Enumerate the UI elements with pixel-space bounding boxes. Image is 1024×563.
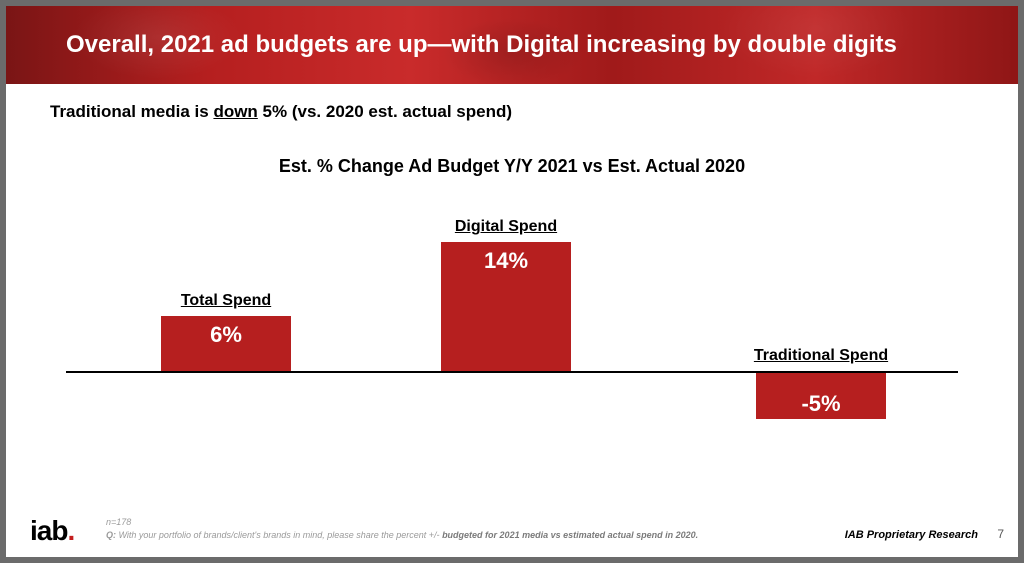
question-bold: budgeted for 2021 media vs estimated act… — [442, 530, 698, 540]
page-number: 7 — [997, 527, 1004, 541]
slide: Overall, 2021 ad budgets are up—with Dig… — [6, 6, 1018, 557]
slide-title: Overall, 2021 ad budgets are up—with Dig… — [66, 31, 897, 59]
bar-value-traditional: -5% — [756, 391, 886, 417]
logo-dot: . — [67, 515, 74, 546]
chart-title: Est. % Change Ad Budget Y/Y 2021 vs Est.… — [6, 156, 1018, 177]
survey-question: Q: With your portfolio of brands/client'… — [106, 530, 698, 540]
proprietary-label: IAB Proprietary Research — [845, 529, 978, 541]
header-band: Overall, 2021 ad budgets are up—with Dig… — [6, 6, 1018, 84]
sample-size: n=178 — [106, 517, 131, 527]
bar-value-digital: 14% — [441, 248, 571, 274]
bar-label-digital: Digital Spend — [406, 218, 606, 236]
logo-text: iab — [30, 515, 67, 546]
iab-logo: iab. — [30, 515, 74, 547]
subtitle-prefix: Traditional media is — [50, 102, 213, 121]
subtitle-emphasis: down — [213, 102, 257, 121]
question-body: With your portfolio of brands/client's b… — [119, 530, 443, 540]
subtitle-suffix: 5% (vs. 2020 est. actual spend) — [258, 102, 512, 121]
chart-area: 6% Total Spend 14% Digital Spend -5% Traditio… — [66, 191, 958, 481]
bar-label-total: Total Spend — [126, 292, 326, 310]
footer: iab. n=178 Q: With your portfolio of bra… — [6, 507, 1018, 557]
bar-value-total: 6% — [161, 322, 291, 348]
subtitle: Traditional media is down 5% (vs. 2020 e… — [50, 102, 512, 122]
question-prefix: Q: — [106, 530, 119, 540]
bar-label-traditional: Traditional Spend — [721, 347, 921, 365]
